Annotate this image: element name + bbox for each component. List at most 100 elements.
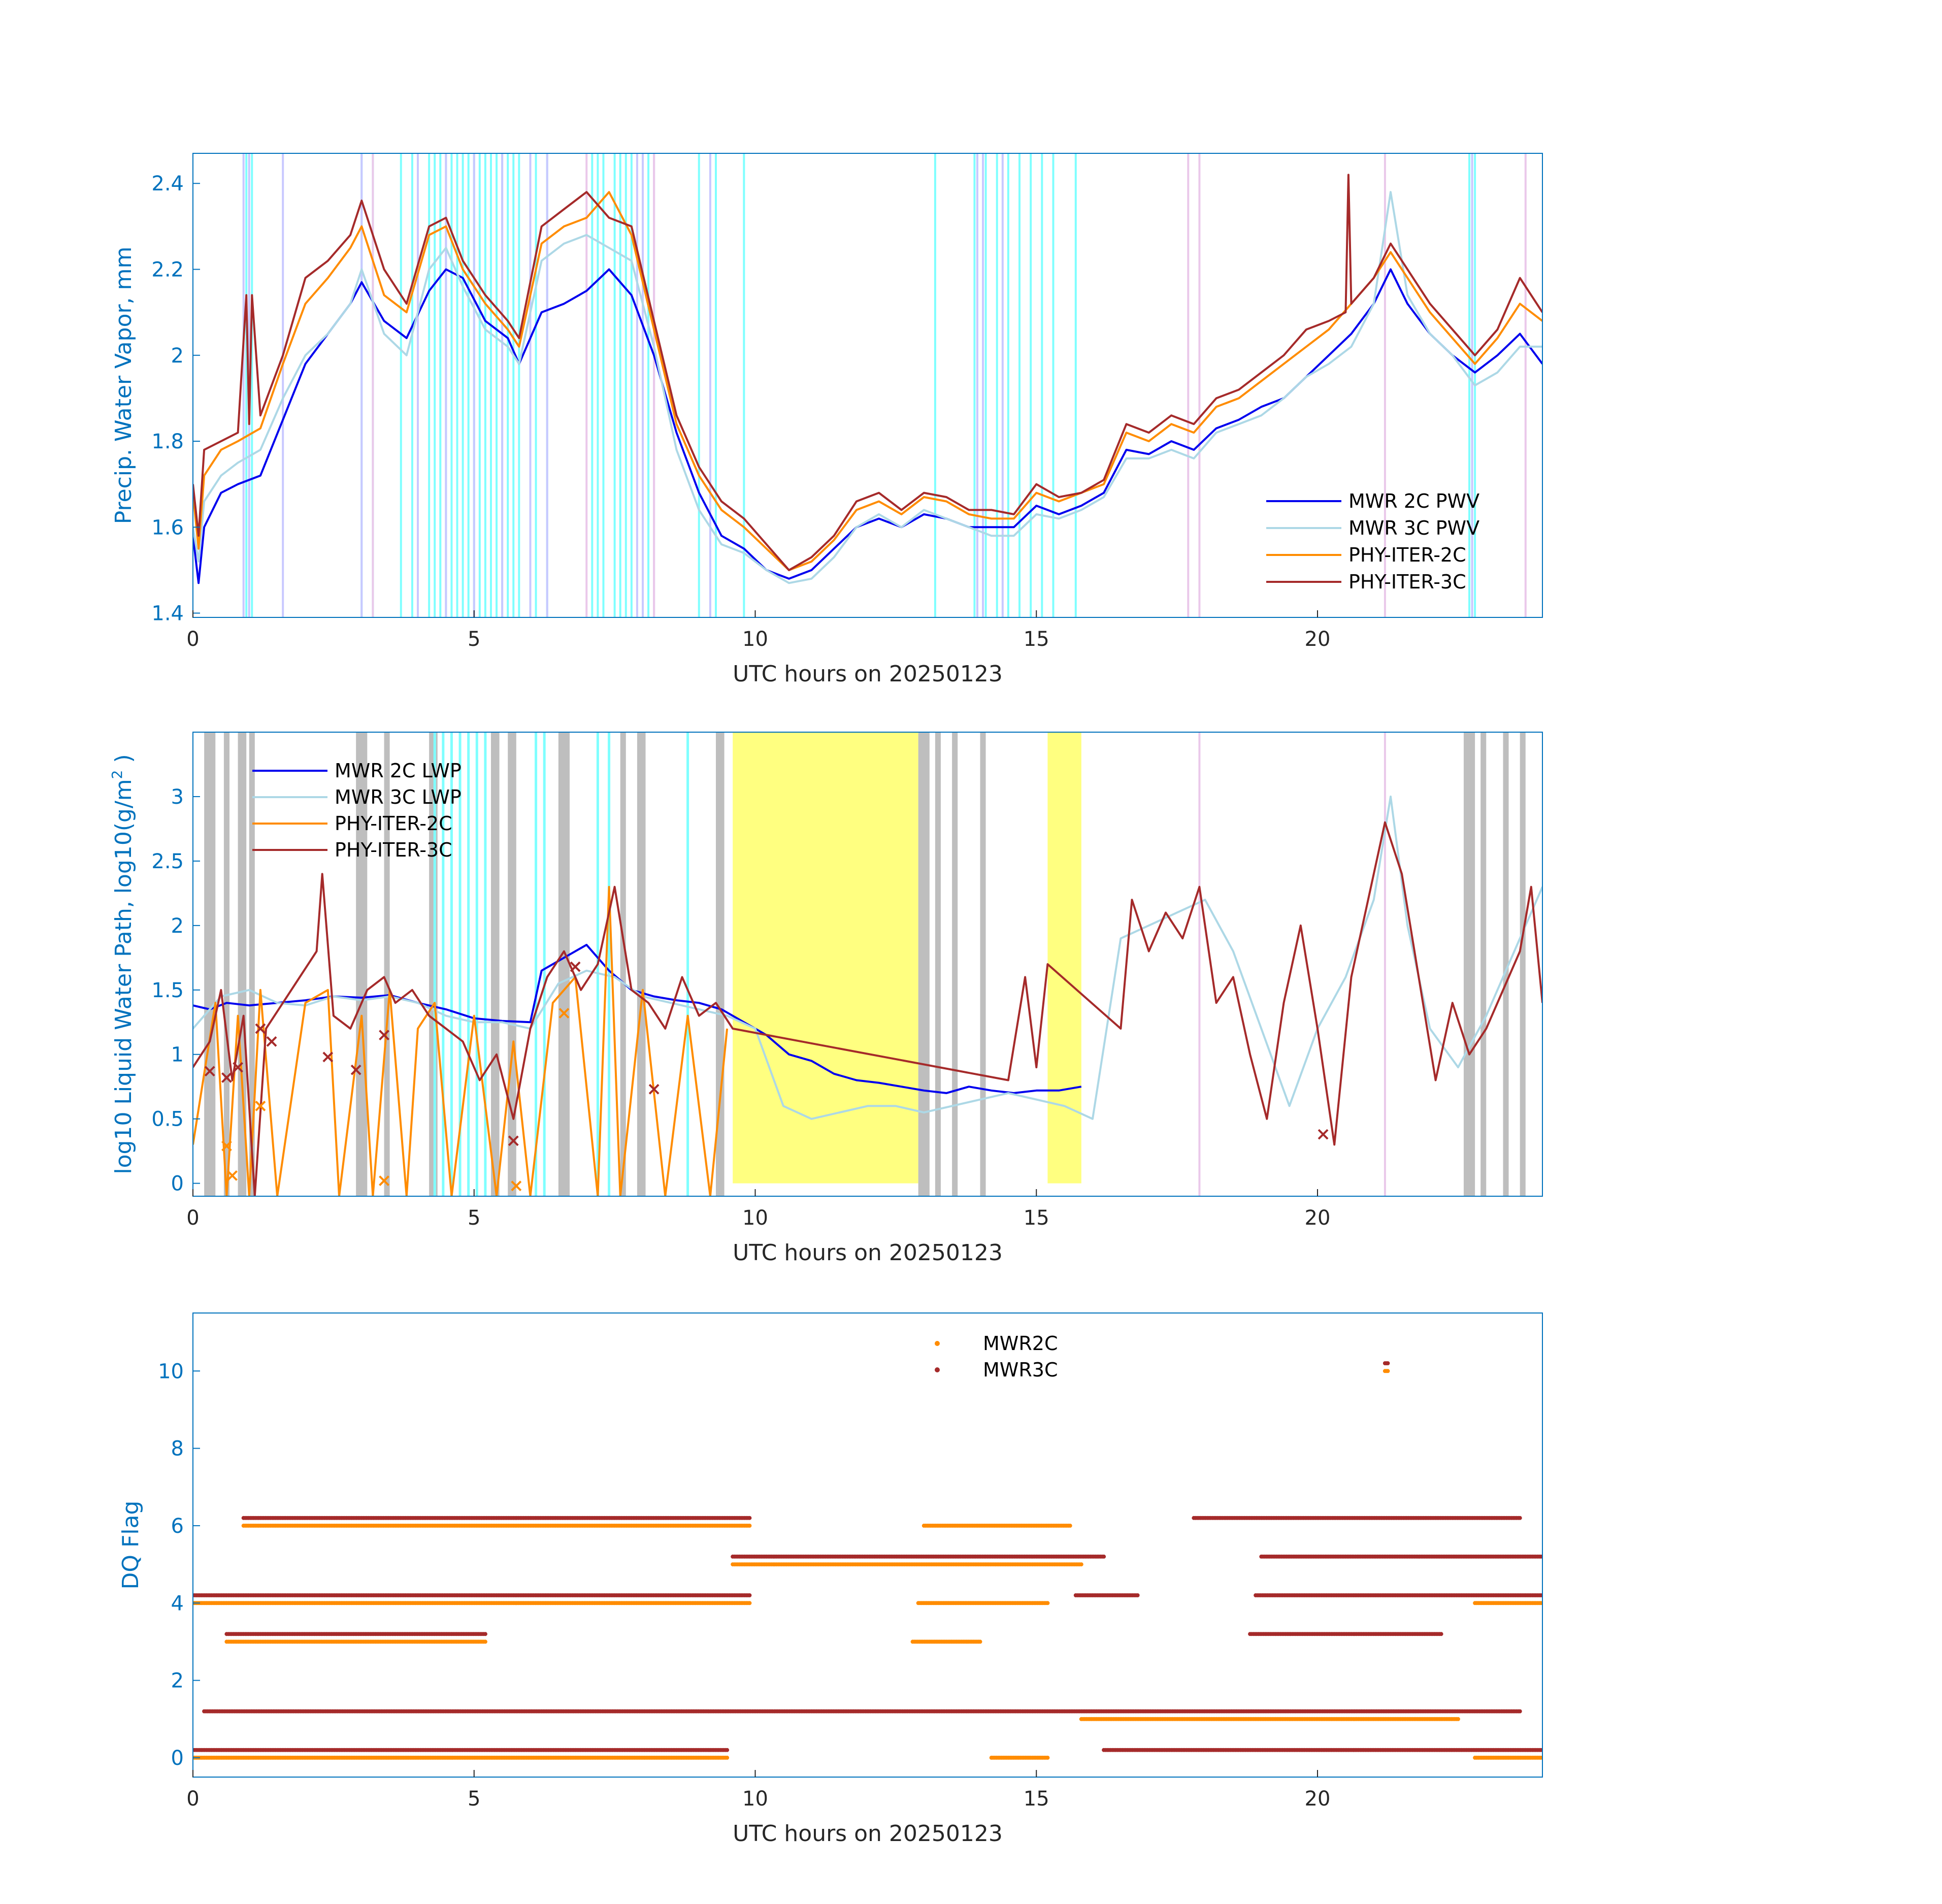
dq-point-MWR3C: [1135, 1593, 1140, 1597]
marker-iter2c: [558, 1008, 570, 1019]
gray-flag-band: [249, 732, 255, 1196]
pwv-series-lines: [193, 174, 1542, 584]
legend-label-0: MWR 2C PWV: [1348, 490, 1479, 512]
legend-label-3: PHY-ITER-3C: [335, 839, 452, 861]
legend-label-0: MWR 2C LWP: [335, 760, 462, 782]
dq-point-MWR3C: [1102, 1554, 1106, 1559]
marker-iter3c: [648, 1084, 660, 1095]
pwv-y-axis-label: Precip. Water Vapor, mm: [111, 247, 137, 524]
marker-iter3c: [350, 1064, 361, 1075]
yellow-flag-band: [733, 732, 918, 1184]
y-tick-label: 0.5: [151, 1108, 184, 1131]
lwp-axes-box: [192, 732, 1543, 1197]
y-tick-label: 1.5: [151, 979, 184, 1002]
series-line-3: [193, 174, 1542, 571]
gray-flag-band: [384, 732, 390, 1196]
dq-point-MWR2C: [747, 1523, 752, 1528]
dq-point-MWR2C: [747, 1601, 752, 1605]
marker-iter3c: [570, 961, 581, 972]
pwv-y-ticks: 1.41.61.822.22.4: [151, 172, 200, 626]
pwv-flag-bands: [242, 153, 1527, 617]
marker-iter2c: [255, 1100, 266, 1111]
gray-flag-band: [1463, 732, 1475, 1196]
marker-iter3c: [204, 1066, 215, 1077]
gray-flag-band: [1520, 732, 1526, 1196]
lwp-panel: 00.511.522.53 0 5 10 15 20 UTC hours on 2025…: [109, 732, 1543, 1266]
x-tick-label: 5: [468, 1206, 480, 1230]
marker-iter2c: [227, 1170, 238, 1181]
marker-iter3c: [1318, 1129, 1329, 1140]
lwp-y-ticks: 00.511.522.53: [151, 785, 200, 1196]
x-tick-label: 10: [742, 1206, 768, 1230]
y-tick-label: 2: [171, 344, 184, 368]
pwv-panel: 1.41.61.822.22.4 0 5 10 15 20 UTC hours on 2…: [111, 153, 1543, 687]
gray-flag-band: [918, 732, 930, 1196]
x-tick-label: 0: [186, 628, 199, 651]
marker-iter2c: [379, 1175, 389, 1186]
series-line-0: [193, 268, 1542, 584]
legend-label-2: PHY-ITER-2C: [1348, 544, 1466, 566]
x-tick-label: 15: [1024, 1206, 1049, 1230]
legend-label-2: PHY-ITER-2C: [335, 812, 452, 835]
dq-point-MWR3C: [747, 1516, 752, 1520]
dq-point-MWR3C: [1518, 1709, 1522, 1714]
x-tick-label: 0: [186, 1206, 199, 1230]
dq-point-MWR2C: [483, 1639, 487, 1644]
dq-point-MWR3C: [725, 1748, 730, 1752]
legend-label-3: PHY-ITER-3C: [1348, 571, 1466, 593]
pwv-x-ticks: 0 5 10 15 20: [186, 610, 1330, 651]
lwp-flag-bands: [204, 732, 1526, 1196]
x-tick-label: 5: [468, 628, 480, 651]
x-tick-label: 20: [1305, 1206, 1331, 1230]
pwv-axes-box: [192, 153, 1543, 618]
marker-iter3c: [266, 1036, 277, 1047]
marker-iter3c: [508, 1135, 519, 1146]
dq-point-MWR3C: [747, 1593, 752, 1597]
lwp-x-ticks: 0 5 10 15 20: [186, 1189, 1330, 1230]
dq-point-MWR2C: [725, 1755, 730, 1760]
series-line-3: [193, 821, 1542, 1196]
gray-flag-band: [620, 732, 626, 1196]
x-tick-label: 20: [1305, 628, 1331, 651]
legend-label-1: MWR 3C PWV: [1348, 517, 1479, 539]
y-tick-label: 1.8: [151, 430, 184, 453]
dq-point-MWR2C: [1456, 1717, 1460, 1721]
lwp-y-label-main: log10 Liquid Water Path, log10(g/m: [111, 779, 137, 1174]
dq-point-MWR2C: [1068, 1523, 1072, 1528]
gray-flag-band: [952, 732, 958, 1196]
dq-point-MWR2C: [978, 1639, 982, 1644]
y-tick-label: 1.4: [151, 602, 184, 626]
gray-flag-band: [223, 732, 229, 1196]
dq-points: [193, 1361, 1542, 1760]
marker-iter2c: [511, 1180, 522, 1192]
x-tick-label: 15: [1024, 628, 1049, 651]
x-tick-label: 10: [742, 628, 768, 651]
dq-point-MWR2C: [1079, 1562, 1083, 1567]
marker-iter3c: [379, 1030, 389, 1041]
gray-flag-band: [356, 732, 368, 1196]
marker-iter3c: [233, 1062, 244, 1073]
y-tick-label: 2: [171, 914, 184, 938]
gray-flag-band: [204, 732, 216, 1196]
y-tick-label: 0: [171, 1172, 184, 1196]
marker-iter3c: [322, 1052, 334, 1063]
gray-flag-band: [508, 732, 516, 1196]
lwp-legend: MWR 2C LWP MWR 3C LWP PHY-ITER-2C PHY-ITER-…: [252, 760, 462, 861]
y-tick-label: 2.4: [151, 172, 184, 195]
dq-point-MWR3C: [1439, 1632, 1443, 1636]
y-tick-label: 2.5: [151, 850, 184, 873]
lwp-y-label-sup: 2: [109, 770, 125, 779]
legend-label-1: MWR 3C LWP: [335, 786, 462, 808]
series-line-2: [193, 191, 1542, 571]
gray-flag-band: [637, 732, 646, 1196]
pwv-legend: MWR 2C PWV MWR 3C PWV PHY-ITER-2C PHY-ITER-…: [1266, 490, 1479, 593]
gray-flag-band: [490, 732, 500, 1196]
dq-point-MWR2C: [1045, 1755, 1050, 1760]
yellow-flag-band: [1047, 732, 1081, 1184]
dq-point-MWR3C: [483, 1632, 487, 1636]
gray-flag-band: [935, 732, 941, 1196]
lwp-series-lines: [193, 795, 1542, 1196]
lwp-markers: [204, 961, 1329, 1192]
lwp-x-axis-label: UTC hours on 20250123: [733, 1240, 1003, 1266]
